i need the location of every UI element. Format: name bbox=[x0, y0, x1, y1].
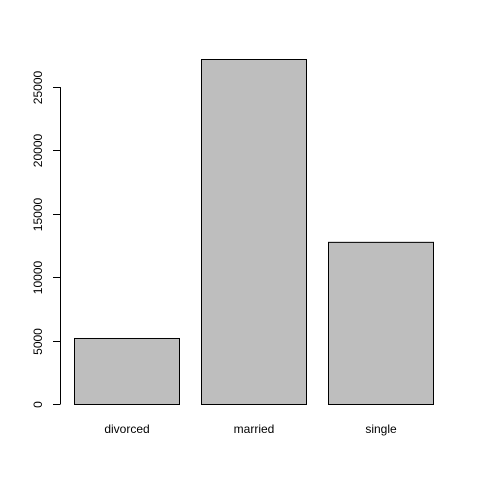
y-axis: 0 5000 10000 15000 20000 25000 bbox=[31, 70, 61, 408]
bars-layer bbox=[74, 59, 434, 406]
y-tick-label-10000: 10000 bbox=[31, 260, 45, 294]
bar-divorced bbox=[74, 337, 180, 406]
bar-single bbox=[328, 241, 434, 405]
category-label-single: single bbox=[365, 422, 397, 436]
y-tick-label-0: 0 bbox=[31, 401, 45, 408]
y-tick-label-25000: 25000 bbox=[31, 70, 45, 104]
y-tick-label-15000: 15000 bbox=[31, 197, 45, 231]
bar-married bbox=[201, 59, 307, 405]
y-tick-label-5000: 5000 bbox=[31, 328, 45, 355]
category-label-divorced: divorced bbox=[104, 422, 149, 436]
y-tick-label-20000: 20000 bbox=[31, 133, 45, 167]
x-axis-labels: divorced married single bbox=[104, 422, 397, 436]
category-label-married: married bbox=[234, 422, 275, 436]
